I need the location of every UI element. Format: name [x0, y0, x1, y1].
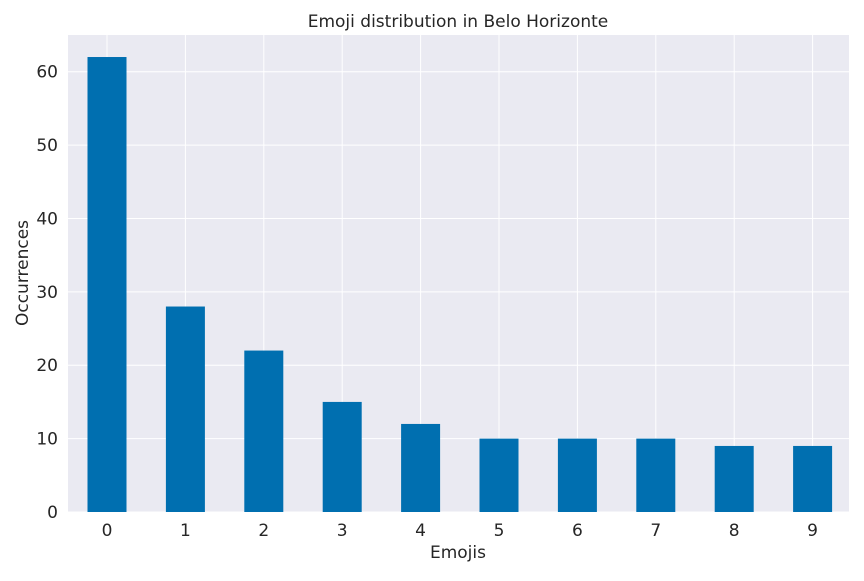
- bar-0: [87, 57, 127, 513]
- x-tick-label: 5: [494, 521, 505, 541]
- x-tick-labels: 0 1 2 3 4 5 6 7 8 9: [102, 521, 818, 541]
- bar-7: [636, 438, 676, 512]
- x-tick-label: 2: [258, 521, 269, 541]
- y-axis-label: Occurrences: [13, 220, 33, 326]
- y-tick-label: 50: [36, 136, 58, 156]
- x-tick-label: 0: [102, 521, 113, 541]
- bar-5: [479, 438, 519, 512]
- y-tick-label: 30: [36, 283, 58, 303]
- x-tick-label: 8: [729, 521, 740, 541]
- y-tick-label: 60: [36, 63, 58, 83]
- bar-4: [401, 423, 441, 512]
- x-tick-label: 4: [415, 521, 426, 541]
- bar-6: [557, 438, 597, 512]
- x-tick-label: 6: [572, 521, 583, 541]
- bars: [87, 57, 833, 513]
- y-tick-label: 10: [36, 430, 58, 450]
- y-tick-label: 0: [47, 503, 58, 523]
- bar-2: [244, 350, 284, 512]
- bar-1: [165, 306, 205, 512]
- chart-title: Emoji distribution in Belo Horizonte: [308, 12, 609, 32]
- y-tick-labels: 0 10 20 30 40 50 60: [36, 63, 58, 523]
- bar-3: [322, 401, 362, 512]
- x-tick-label: 3: [337, 521, 348, 541]
- x-tick-label: 1: [180, 521, 191, 541]
- x-axis-label: Emojis: [430, 543, 486, 563]
- bar-8: [714, 445, 754, 512]
- x-tick-label: 9: [807, 521, 818, 541]
- x-tick-label: 7: [650, 521, 661, 541]
- y-tick-label: 20: [36, 356, 58, 376]
- bar-9: [793, 445, 833, 512]
- y-tick-label: 40: [36, 209, 58, 229]
